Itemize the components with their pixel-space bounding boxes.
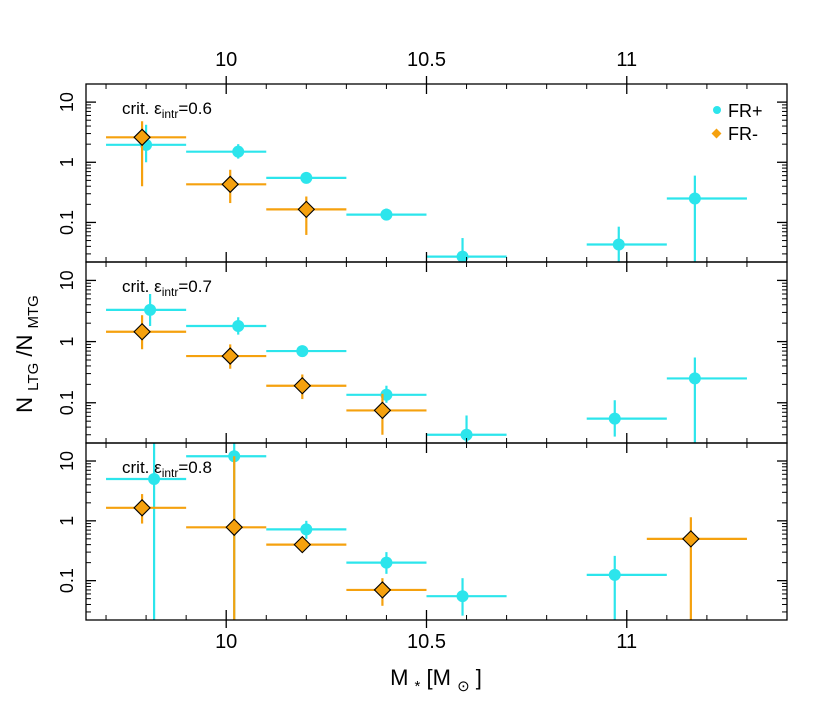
fr-plus-point-7 <box>666 175 747 262</box>
fr-plus-marker <box>608 568 621 581</box>
fr-plus-point-4 <box>346 208 427 221</box>
fr-minus-marker <box>133 322 151 341</box>
x-bottom-tick-label: 10.5 <box>407 631 446 653</box>
fr-minus-point-4 <box>346 393 427 435</box>
fr-plus-point-4 <box>346 385 427 403</box>
y-tick-label: 1 <box>57 516 77 526</box>
fr-plus-point-1 <box>106 443 187 620</box>
fr-plus-point-6 <box>586 555 667 620</box>
fr-plus-point-3 <box>266 345 347 358</box>
fr-minus-point-2 <box>186 169 267 204</box>
legend-fr-plus-label: FR+ <box>728 101 763 121</box>
fr-plus-point-1 <box>106 293 187 326</box>
fr-minus-point-5 <box>646 517 747 620</box>
legend: FR+ FR- <box>711 101 763 144</box>
fr-plus-marker <box>456 250 469 263</box>
fr-minus-marker <box>293 376 312 395</box>
fr-minus-marker <box>682 530 700 548</box>
fr-minus-point-3 <box>266 196 347 235</box>
fr-minus-point-4 <box>346 578 427 606</box>
fr-plus-marker <box>232 319 245 332</box>
fr-minus-marker <box>373 581 392 599</box>
panel-3: crit. εintr=0.8 <box>106 443 747 620</box>
fr-minus-marker <box>225 518 243 537</box>
fr-plus-point-7 <box>666 357 747 443</box>
legend-fr-plus-marker <box>713 106 721 114</box>
panel-label-2: crit. εintr=0.7 <box>122 277 212 299</box>
fr-minus-point-3 <box>266 374 347 400</box>
fr-plus-point-5 <box>426 578 507 616</box>
panel-2: crit. εintr=0.7 <box>106 277 747 443</box>
fr-plus-point-2 <box>186 144 267 159</box>
y-tick-label: 0.1 <box>57 568 77 593</box>
fr-plus-point-6 <box>586 400 667 437</box>
fr-plus-marker <box>296 345 309 358</box>
y-axis-label: N LTG /N MTG <box>12 295 43 413</box>
fr-plus-marker <box>608 412 621 425</box>
fr-plus-point-1 <box>106 124 187 163</box>
legend-fr-minus-marker <box>711 128 722 139</box>
fr-minus-marker <box>373 401 392 420</box>
y-tick-label: 10 <box>57 92 77 112</box>
fr-minus-point-1 <box>106 315 187 350</box>
fr-plus-point-4 <box>346 552 427 574</box>
fr-minus-point-2 <box>186 344 267 369</box>
fr-minus-point-2 <box>186 456 267 620</box>
fr-plus-marker <box>148 473 161 486</box>
panel-frame-3 <box>85 442 788 621</box>
y-tick-label: 10 <box>57 270 77 290</box>
fr-plus-marker <box>612 238 625 251</box>
panel-1: crit. εintr=0.6 <box>106 99 747 263</box>
fr-plus-marker <box>232 145 245 158</box>
fr-plus-point-3 <box>266 171 347 184</box>
y-tick-label: 1 <box>57 337 77 347</box>
fr-plus-marker <box>300 523 313 536</box>
fr-plus-point-5 <box>426 238 507 263</box>
x-axis-label: M * [M ⊙ ] <box>390 665 482 696</box>
fr-plus-point-3 <box>266 520 347 539</box>
fr-plus-marker <box>144 303 157 316</box>
fr-plus-marker <box>688 372 701 385</box>
fr-plus-marker <box>688 192 701 205</box>
x-top-tick-label: 10 <box>215 49 237 71</box>
fr-minus-marker <box>133 499 151 517</box>
fr-minus-point-1 <box>106 494 187 524</box>
fr-plus-marker <box>380 208 393 221</box>
fr-minus-marker <box>297 200 316 219</box>
fr-minus-marker <box>293 535 312 554</box>
x-top-tick-label: 11 <box>616 49 637 71</box>
y-tick-label: 0.1 <box>57 390 77 415</box>
fr-plus-marker <box>300 171 313 184</box>
x-bottom-tick-label: 11 <box>616 631 637 653</box>
fr-plus-marker <box>456 590 469 603</box>
legend-fr-minus-label: FR- <box>728 124 758 144</box>
fr-plus-point-6 <box>586 226 667 262</box>
fr-minus-point-3 <box>266 535 347 554</box>
fr-plus-marker <box>380 556 393 569</box>
fr-minus-marker <box>221 175 239 194</box>
fr-plus-point-2 <box>186 317 267 335</box>
panel-label-3: crit. εintr=0.8 <box>122 458 212 480</box>
x-top-tick-label: 10.5 <box>407 49 446 71</box>
fr-minus-marker <box>221 347 239 365</box>
fr-plus-marker <box>460 428 473 441</box>
panel-label-1: crit. εintr=0.6 <box>122 99 212 121</box>
x-bottom-tick-label: 10 <box>215 631 237 653</box>
fr-minus-marker <box>133 128 151 147</box>
y-tick-label: 10 <box>57 451 77 471</box>
y-tick-label: 0.1 <box>57 210 77 235</box>
y-tick-label: 1 <box>57 157 77 167</box>
fr-minus-point-1 <box>106 121 187 187</box>
